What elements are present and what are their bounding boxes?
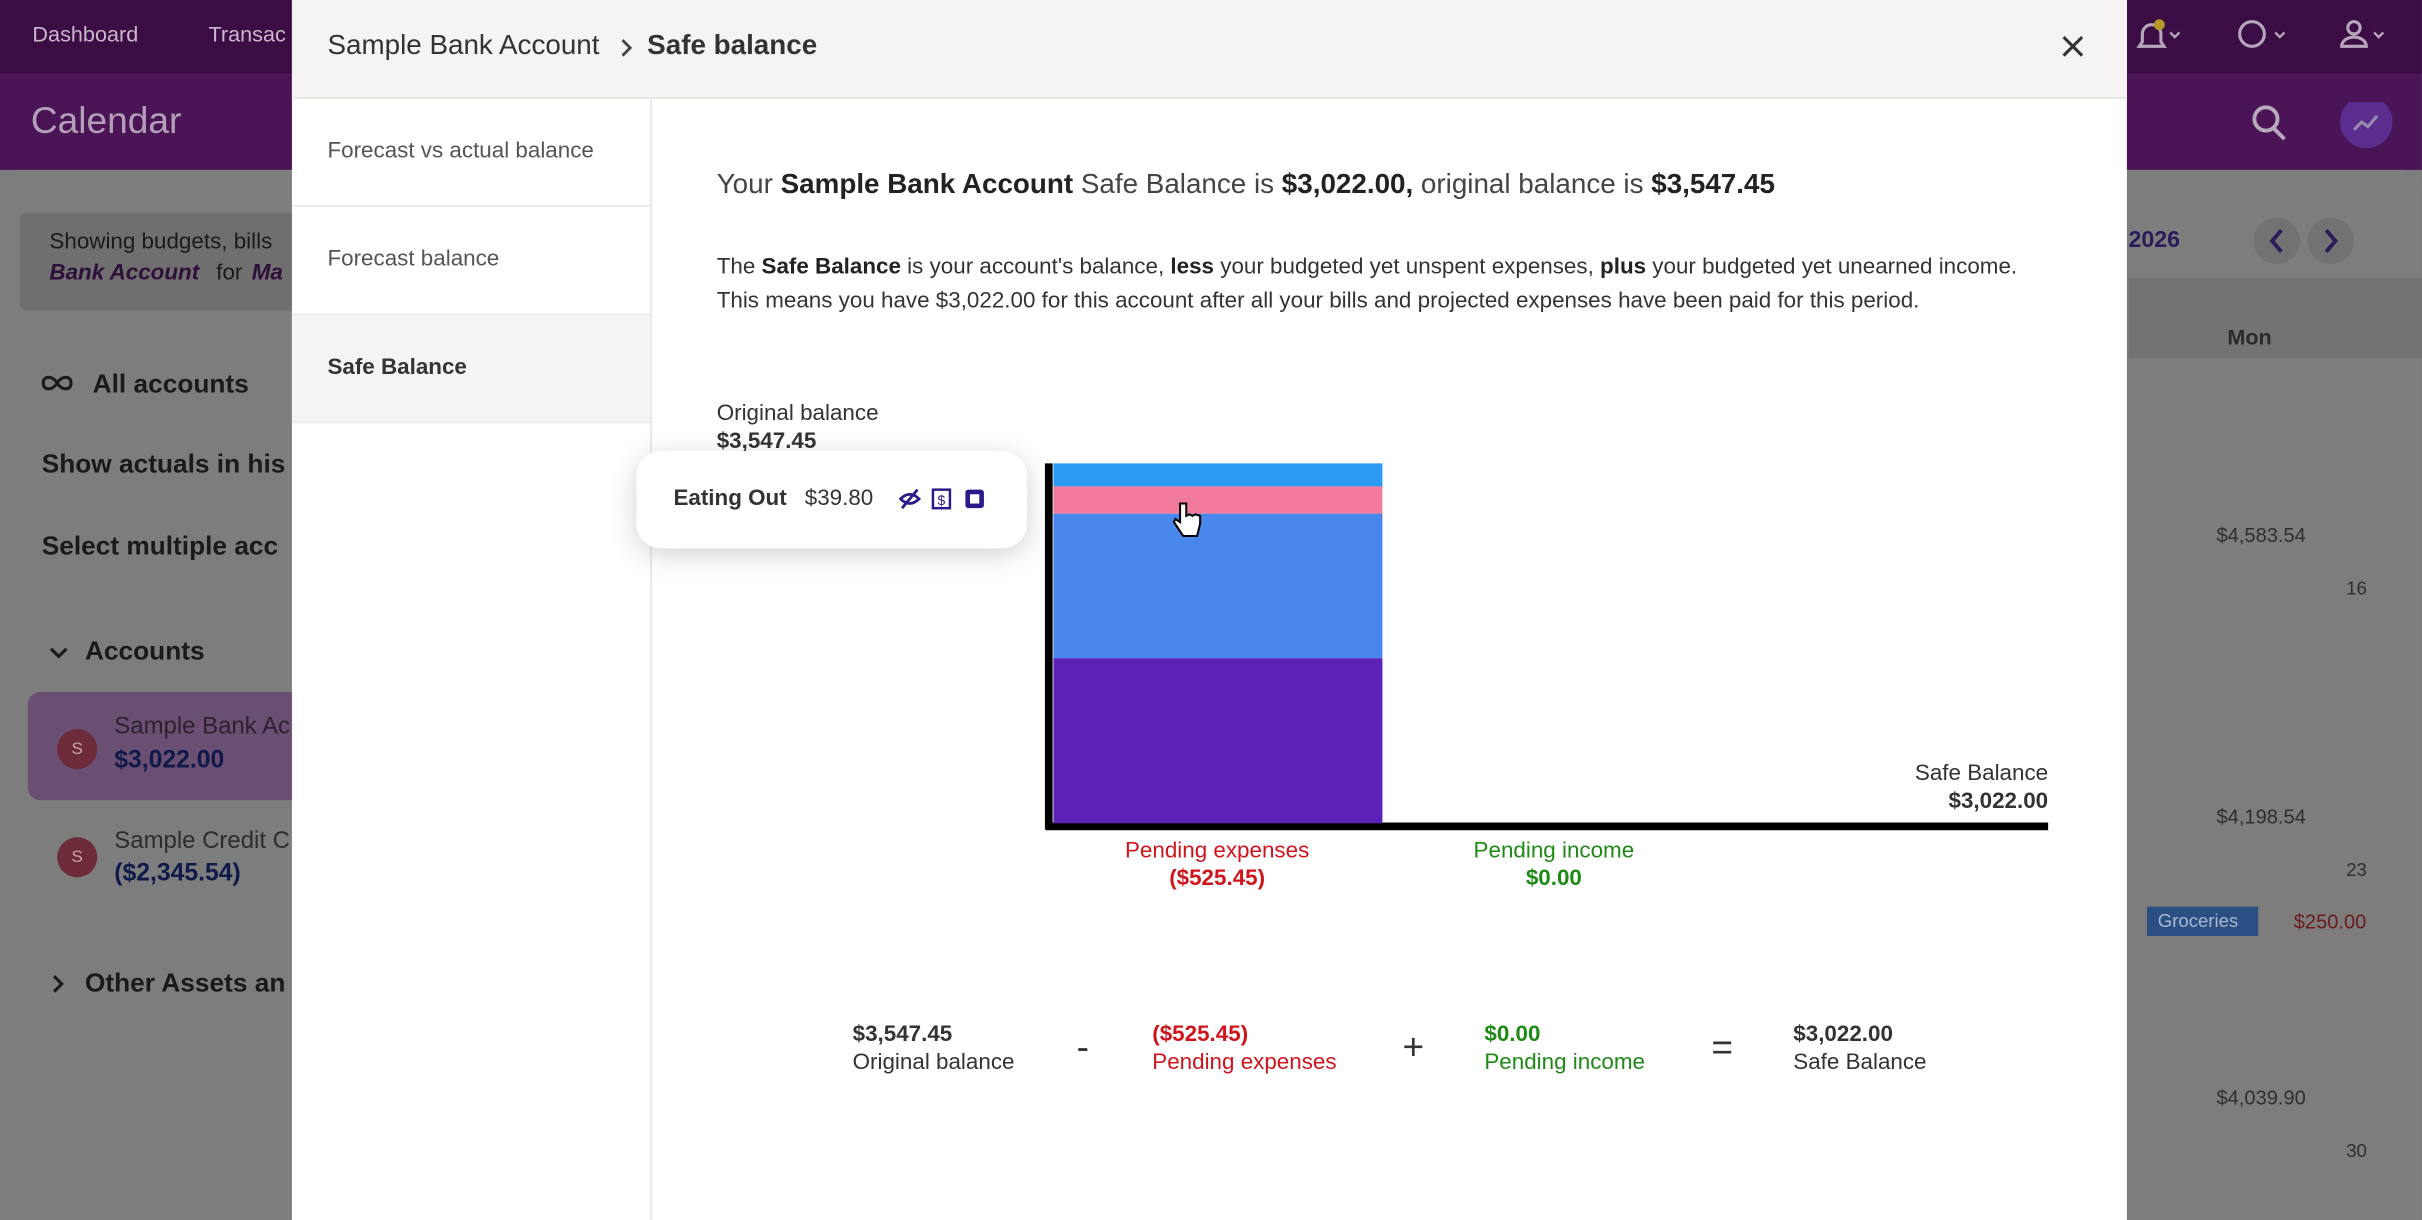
nav-item[interactable]: Dashboard xyxy=(32,21,139,47)
safe-label: Safe Balance xyxy=(1914,761,2049,787)
equation-value: $3,022.00 xyxy=(1793,1022,1893,1048)
section-heading[interactable]: Other Assets an xyxy=(84,968,286,998)
summary: Your Sample Bank Account Safe Balance is… xyxy=(717,168,1775,200)
bold-text: less xyxy=(1170,254,1215,280)
svg-text:$: $ xyxy=(938,492,946,508)
cursor xyxy=(1172,502,1202,537)
year-select[interactable]: 2026 xyxy=(2128,227,2181,254)
equation-label: Original balance xyxy=(852,1050,1015,1076)
bold-text: $3,022.00, xyxy=(1281,168,1414,200)
expenses-value: ($525.45) xyxy=(1169,866,1266,892)
text: is your account's balance, xyxy=(900,254,1171,280)
expenses-label: Pending expenses xyxy=(1124,838,1310,864)
text: original balance is xyxy=(1413,168,1652,200)
weekday-header xyxy=(2128,278,2422,359)
tooltip-value: $39.80 xyxy=(804,486,874,512)
equation-label: Pending income xyxy=(1484,1050,1645,1076)
bold-text: Safe Balance xyxy=(761,254,901,280)
tooltip: Eating Out $39.80 $ xyxy=(636,451,1028,549)
nav-icons xyxy=(2136,19,2385,48)
day: 30 xyxy=(2346,1139,2367,1162)
infinity-icon xyxy=(41,375,73,391)
notice-text: Bank Account xyxy=(49,261,200,286)
description: The Safe Balance is your account's balan… xyxy=(717,255,2017,280)
bold-text: $3,547.45 xyxy=(1651,168,1775,200)
day: 23 xyxy=(2346,858,2367,881)
avatar: S xyxy=(57,729,98,770)
tooltip-name: Eating Out xyxy=(673,486,787,512)
modal-menu: Forecast vs actual balance Forecast balan… xyxy=(291,98,652,1220)
pager xyxy=(2253,217,2354,265)
close-button[interactable] xyxy=(2060,34,2085,59)
tooltip-actions[interactable]: $ xyxy=(898,488,992,513)
breadcrumb-separator xyxy=(621,39,633,57)
chevron xyxy=(49,647,68,659)
bold-text: Sample Bank Account xyxy=(780,168,1074,200)
notice-text: Ma xyxy=(251,261,283,286)
page-title: Calendar xyxy=(30,100,182,143)
notice-text: Showing budgets, bills xyxy=(49,230,273,255)
equation-value: ($525.45) xyxy=(1152,1022,1249,1048)
equation-value: $0.00 xyxy=(1484,1022,1541,1048)
text: The xyxy=(716,254,762,280)
menu-item[interactable]: Forecast vs actual balance xyxy=(291,99,651,207)
equation-value: $3,547.45 xyxy=(852,1022,953,1048)
event-tag[interactable]: Groceries xyxy=(2146,906,2259,937)
modal-header: Sample Bank Account Safe balance xyxy=(291,0,2127,99)
bold-text: plus xyxy=(1600,254,1647,280)
account-name[interactable]: Sample Credit C xyxy=(114,827,290,855)
account-name: Sample Bank Ac xyxy=(114,713,290,740)
toggle-label[interactable]: Show actuals in his xyxy=(41,449,286,479)
text: Safe Balance is xyxy=(1073,168,1282,200)
nav-item[interactable]: Transac xyxy=(208,21,286,47)
menu-item[interactable]: Forecast balance xyxy=(291,207,651,316)
header-icons xyxy=(2252,101,2393,149)
safe-balance-chart xyxy=(1044,463,2049,831)
original-label: Original balance xyxy=(716,401,879,427)
all-accounts[interactable]: All accounts xyxy=(92,369,249,399)
account-balance: $3,022.00 xyxy=(114,747,225,774)
bar-segment xyxy=(1053,513,1383,659)
operator: - xyxy=(1076,1027,1089,1069)
breadcrumb-current: Safe balance xyxy=(647,29,818,61)
notice: Showing budgets, bills Bank Account for … xyxy=(20,213,329,311)
bar-segment xyxy=(1053,658,1383,824)
section-heading[interactable]: Accounts xyxy=(84,636,205,666)
text: Your xyxy=(716,168,781,200)
event-amount: $250.00 xyxy=(2293,909,2367,933)
bar-segment xyxy=(1053,486,1383,514)
account-balance: ($2,345.54) xyxy=(114,860,241,887)
original-value: $3,547.45 xyxy=(716,429,817,455)
notice-text: for xyxy=(216,261,243,286)
operator: = xyxy=(1711,1027,1734,1069)
modal: Sample Bank Account Safe balance Forecas… xyxy=(291,0,2127,1220)
balance: $4,583.54 xyxy=(2216,523,2306,547)
account-row[interactable]: S Sample Bank Ac $3,022.00 xyxy=(27,691,306,801)
balance: $4,198.54 xyxy=(2216,804,2306,828)
equation-label: Safe Balance xyxy=(1793,1050,1927,1076)
income-label: Pending income xyxy=(1473,838,1635,864)
safe-value: $3,022.00 xyxy=(1948,789,2049,815)
menu-item[interactable]: Safe Balance xyxy=(291,315,651,424)
chevron xyxy=(52,975,64,993)
income-value: $0.00 xyxy=(1525,866,1582,892)
weekday: Mon xyxy=(2227,324,2272,350)
description: This means you have $3,022.00 for this a… xyxy=(716,288,1920,314)
text: your budgeted yet unearned income. xyxy=(1646,254,2018,280)
balance: $4,039.90 xyxy=(2216,1085,2306,1110)
text: your budgeted yet unspent expenses, xyxy=(1214,254,1601,280)
equation-label: Pending expenses xyxy=(1152,1050,1337,1076)
bar-segment xyxy=(1053,463,1383,487)
day: 16 xyxy=(2346,577,2367,600)
toggle-label[interactable]: Select multiple acc xyxy=(41,531,279,561)
breadcrumb[interactable]: Sample Bank Account xyxy=(327,29,600,61)
avatar: S xyxy=(57,837,98,878)
operator: + xyxy=(1402,1027,1425,1069)
